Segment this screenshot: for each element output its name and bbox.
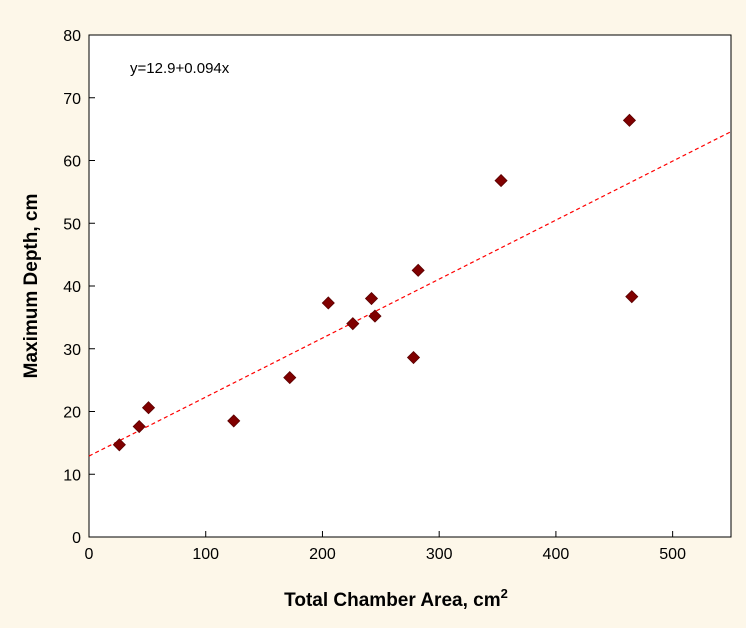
data-point <box>494 174 508 188</box>
x-tick-label: 400 <box>543 546 570 563</box>
x-tick-label: 200 <box>309 546 336 563</box>
regression-line <box>88 131 732 457</box>
y-tick-label: 20 <box>63 405 81 422</box>
y-tick-label: 80 <box>63 28 81 45</box>
plot-area <box>88 34 732 538</box>
data-point <box>411 263 425 277</box>
data-point <box>132 419 146 434</box>
x-axis-title-text: Total Chamber Area, cm <box>284 590 500 611</box>
data-point <box>364 291 379 306</box>
data-point <box>321 296 335 310</box>
x-tick-label: 0 <box>85 546 94 563</box>
data-point <box>227 414 241 428</box>
regression-equation: y=12.9+0.094x <box>130 60 230 77</box>
x-tick-label: 300 <box>426 546 453 563</box>
data-point <box>625 290 639 304</box>
x-axis-title: Total Chamber Area, cm2 <box>284 586 508 611</box>
y-tick-label: 60 <box>63 154 81 171</box>
x-tick-label: 500 <box>659 546 686 563</box>
y-tick-label: 30 <box>63 342 81 359</box>
y-tick-label: 40 <box>63 279 81 296</box>
data-point <box>406 350 421 365</box>
y-tick-label: 10 <box>63 467 81 484</box>
data-points <box>112 113 639 452</box>
y-tick-label: 50 <box>63 216 81 233</box>
y-axis-ticks: 0 10 20 30 40 50 60 70 80 <box>63 28 95 547</box>
y-axis-title: Maximum Depth, cm <box>21 194 42 379</box>
data-point <box>283 371 297 385</box>
data-point <box>346 317 360 331</box>
x-axis-ticks: 0 100 200 300 400 500 <box>85 531 686 563</box>
x-axis-title-superscript: 2 <box>501 586 508 601</box>
data-point <box>141 401 156 415</box>
y-tick-label: 70 <box>63 91 81 108</box>
data-point <box>112 438 126 452</box>
x-tick-label: 100 <box>192 546 219 563</box>
data-point <box>368 309 382 323</box>
data-point <box>622 113 637 127</box>
y-tick-label: 0 <box>72 530 81 547</box>
